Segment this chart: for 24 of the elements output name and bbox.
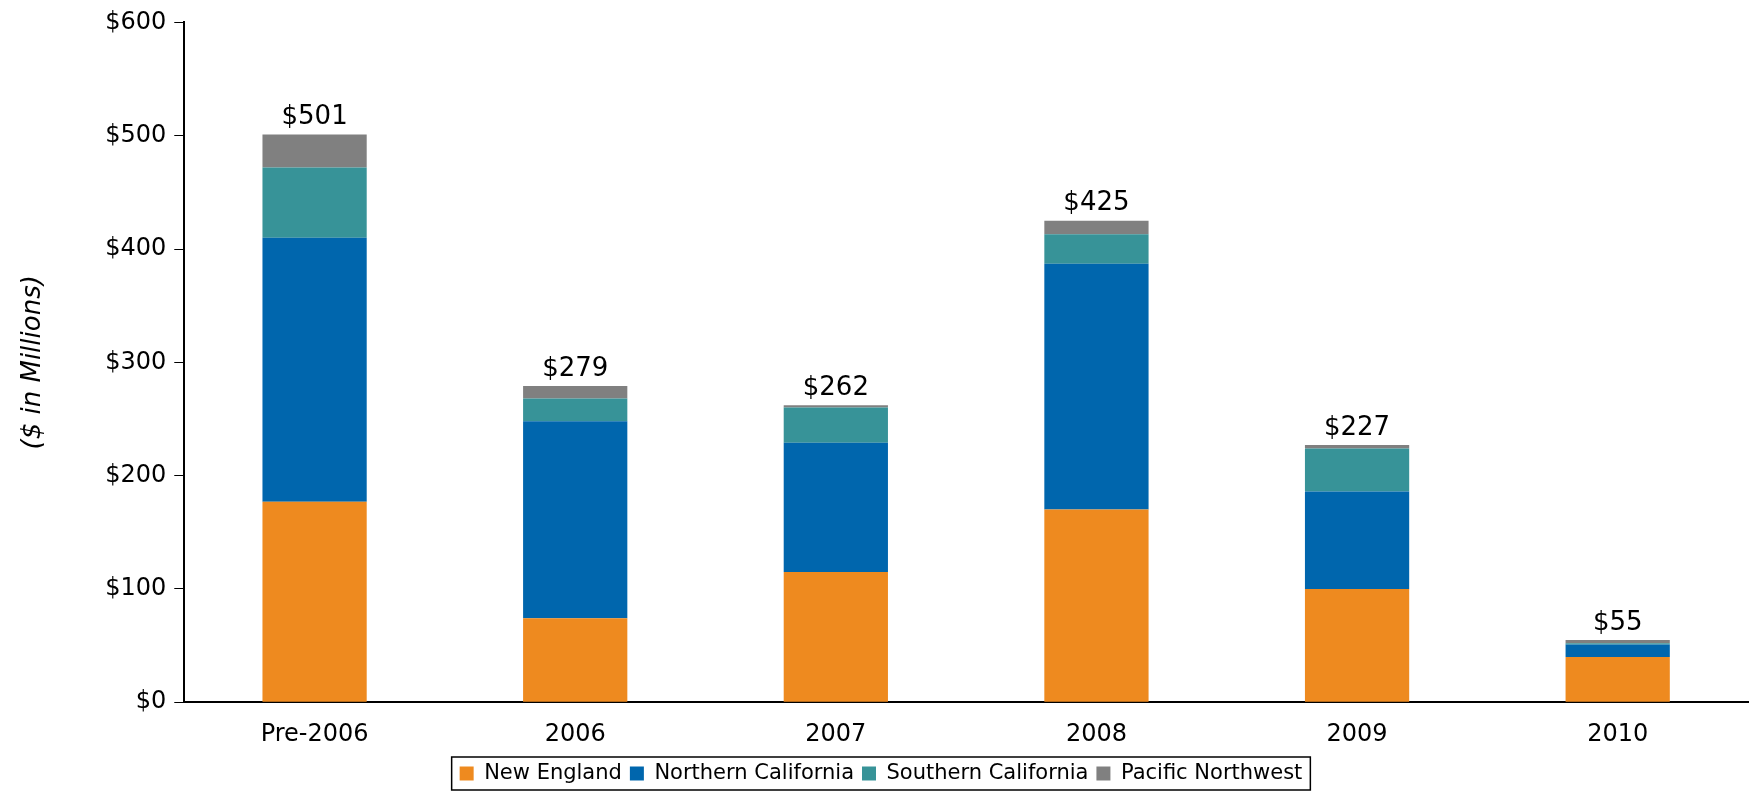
total-label: $55 [1592,605,1643,636]
x-tick-label: 2009 [1326,718,1388,747]
total-label: $262 [802,371,869,402]
total-label: $227 [1323,410,1391,441]
total-label: $279 [542,351,609,382]
x-tick-label: 2010 [1587,718,1649,747]
legend-label: Northern California [654,759,855,784]
y-tick-label: $300 [105,346,167,375]
x-tick-label: Pre-2006 [260,718,369,747]
y-tick-label: $600 [105,6,167,35]
y-tick-label: $0 [135,686,167,715]
legend-label: New England [484,759,622,784]
y-axis-title: ($ in Millions) [16,275,47,450]
y-tick-label: $400 [105,233,167,262]
y-tick-label: $500 [105,119,167,148]
x-tick-label: 2006 [544,718,606,747]
legend-label: Southern California [886,759,1089,784]
x-tick-label: 2007 [805,718,867,747]
x-tick-label: 2008 [1065,718,1127,747]
total-label: $501 [281,100,348,131]
legend-label: Pacific Northwest [1120,759,1303,784]
y-tick-label: $200 [105,459,167,488]
y-tick-label: $100 [105,573,167,602]
total-label: $425 [1063,186,1130,217]
